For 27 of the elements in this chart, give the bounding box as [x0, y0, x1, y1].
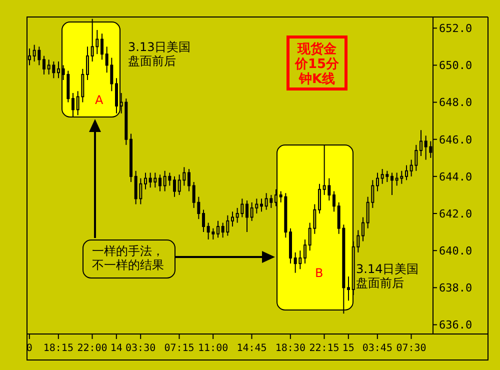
- x-tick-label: 14:45: [236, 343, 267, 354]
- x-tick-label: 07:15: [164, 343, 194, 354]
- y-tick-label: 648.0: [439, 96, 472, 110]
- y-tick-label: 640.0: [439, 244, 472, 258]
- annotation: 一样的手法，不一样的结果: [92, 244, 164, 272]
- text: 现货金价15分钟K线: [294, 41, 340, 87]
- y-tick-label: 644.0: [439, 170, 472, 184]
- x-tick-label: 11:00: [198, 343, 228, 354]
- annotation: B: [315, 266, 324, 280]
- y-tick-label: 650.0: [439, 59, 472, 72]
- x-tick-label: 14: [110, 343, 122, 354]
- y-tick-label: 638.0: [439, 282, 472, 295]
- annotation: 3.14日美国盘面前后: [356, 262, 419, 290]
- annotation: 3.13日美国盘面前后: [128, 40, 191, 68]
- x-tick-label: 18:30: [275, 343, 306, 354]
- y-tick-label: 652.0: [439, 22, 472, 36]
- x-tick-label: 07:30: [396, 343, 426, 354]
- x-tick-label: 03:30: [126, 343, 156, 354]
- x-tick-label: 15: [342, 343, 354, 354]
- x-tick-label: 22:15: [309, 343, 340, 354]
- y-tick-label: 646.0: [439, 133, 472, 146]
- y-tick-label: 642.0: [439, 207, 472, 220]
- annotation: A: [95, 93, 104, 107]
- y-tick-label: 636.0: [439, 318, 472, 332]
- x-tick-label: 18:15: [43, 343, 74, 354]
- x-tick-label: 03:45: [362, 343, 392, 354]
- x-tick-label: 22:00: [77, 343, 108, 354]
